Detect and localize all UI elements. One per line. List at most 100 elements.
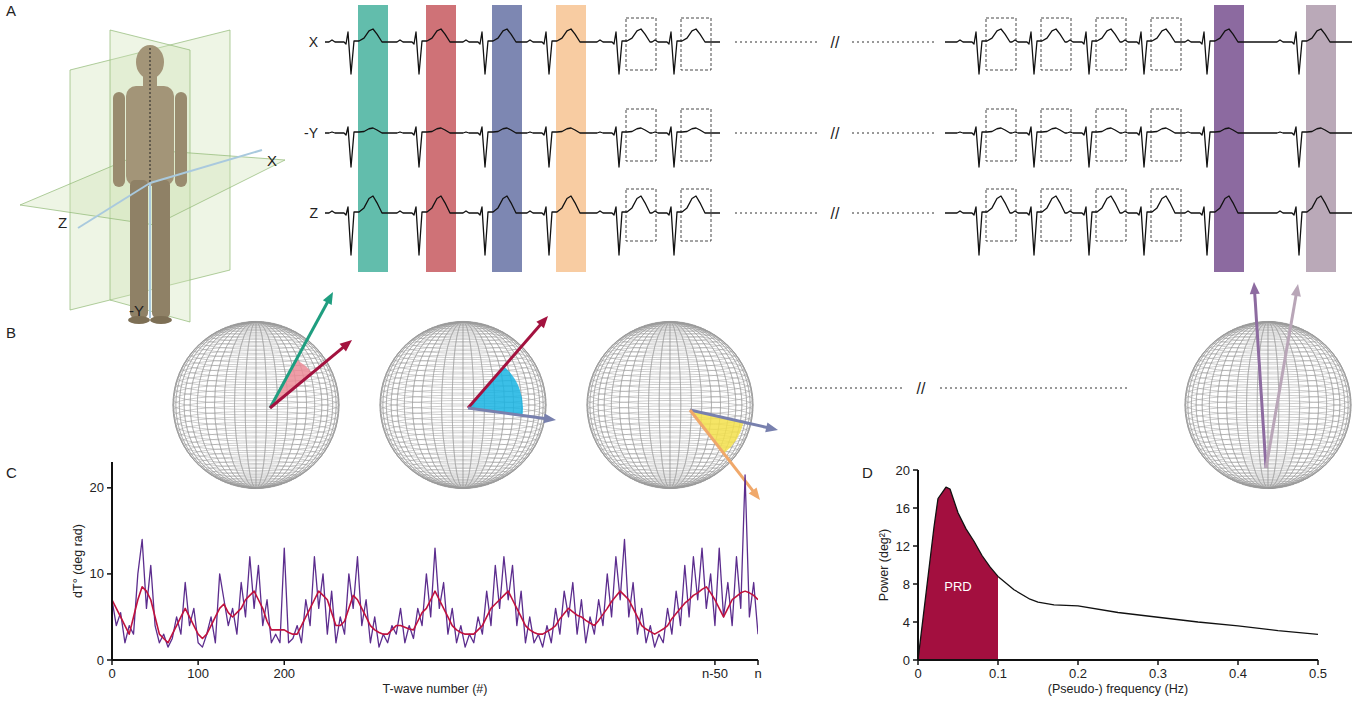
y-tick (913, 507, 918, 509)
sphere-longitude (391, 322, 535, 488)
vector-shaft (468, 408, 546, 419)
x-tick-label: n-50 (702, 666, 728, 681)
vector-head (1250, 282, 1260, 294)
axis-y (149, 183, 151, 318)
x-tick-label: 0.2 (1069, 666, 1087, 681)
sphere-longitude (184, 322, 328, 488)
sphere-longitude (397, 322, 529, 488)
sphere-longitude (224, 322, 288, 488)
break-mark: // (831, 205, 840, 222)
x-axis-title: T-wave number (#) (383, 682, 488, 696)
break-dots (790, 388, 902, 389)
sphere-longitude (670, 322, 671, 488)
sphere-longitude (383, 322, 543, 488)
ecg-trace (945, 196, 1352, 255)
panel-letter: C (6, 464, 17, 481)
ecg-trace (945, 29, 1352, 74)
x-tick-label: n (754, 666, 761, 681)
sphere-longitude (391, 322, 535, 488)
sphere-longitude (588, 322, 753, 488)
lead-label: X (309, 34, 319, 50)
break-mark: // (917, 380, 926, 397)
y-tick (107, 573, 112, 575)
break-dots (940, 388, 1130, 389)
annotation-label: PRD (944, 579, 971, 594)
vector-head (536, 316, 548, 328)
y-tick (913, 621, 918, 623)
y-tick-label: 20 (896, 463, 910, 478)
x-tick-label: 0 (108, 666, 115, 681)
sphere-longitude (383, 322, 543, 488)
ecg-trace (325, 29, 720, 74)
break-dots (852, 42, 935, 43)
t-wave-box (681, 18, 711, 70)
ecg-trace (325, 196, 720, 255)
panel-letter: B (6, 324, 16, 341)
sphere-longitude (245, 322, 267, 488)
sphere-longitude (197, 322, 314, 488)
chart: PRD04812162000.10.20.30.40.5(Pseudo-) fr… (877, 463, 1327, 697)
y-tick-label: 0 (97, 653, 104, 668)
vector-head (323, 292, 333, 305)
data-line (112, 475, 758, 647)
x-tick-label: 0.5 (1309, 666, 1327, 681)
panel-letter: D (862, 464, 873, 481)
sphere-longitude (215, 322, 298, 488)
sphere-longitude (611, 322, 728, 488)
break-dots (852, 133, 935, 134)
sphere-longitude (179, 322, 332, 488)
sphere-longitude (224, 322, 288, 488)
t-wave-box (1041, 109, 1071, 161)
x-tick (111, 660, 113, 665)
vector-head (765, 422, 778, 432)
data-line (112, 587, 758, 643)
t-wave-box (1151, 109, 1181, 161)
sphere-longitude (598, 322, 742, 488)
y-tick-label: 16 (896, 501, 910, 516)
sphere-longitude (598, 322, 742, 488)
y-axis-line (111, 462, 113, 660)
axis-label: Z (58, 214, 67, 231)
anatomical-plane (110, 30, 190, 322)
break-dots (735, 213, 818, 214)
break-mark: // (831, 125, 840, 142)
break-mark: // (831, 34, 840, 51)
plot-area (918, 487, 1318, 660)
x-tick (284, 660, 286, 665)
y-tick (913, 545, 918, 547)
y-tick (913, 469, 918, 471)
t-wave-box (1096, 18, 1126, 70)
x-tick (1237, 660, 1239, 665)
x-tick-label: 0.1 (989, 666, 1007, 681)
x-axis-line (918, 659, 1318, 661)
vector-shaft (1255, 292, 1266, 468)
t-wave-box (1151, 18, 1181, 70)
sphere-longitude (176, 322, 336, 488)
t-wave-window (426, 5, 456, 272)
break-dots (852, 213, 935, 214)
body-leg (130, 180, 148, 318)
break-dots (735, 133, 818, 134)
t-wave-window (1306, 5, 1336, 272)
y-axis-title: Power (deg²) (877, 529, 891, 601)
x-tick (197, 660, 199, 665)
t-wave-box (626, 109, 656, 161)
x-tick-label: 0 (914, 666, 921, 681)
t-wave-window (492, 5, 522, 272)
sphere-longitude (593, 322, 746, 488)
ecg-trace (945, 127, 1352, 167)
t-wave-box (626, 18, 656, 70)
sphere-longitude (386, 322, 539, 488)
axis-z (78, 183, 150, 228)
y-tick (913, 583, 918, 585)
sphere (587, 321, 778, 500)
chart: 010200100200n-50nT-wave number (#)dT° (d… (71, 462, 762, 696)
data-line (918, 487, 1318, 660)
sphere-longitude (604, 322, 736, 488)
axis-label: X (267, 152, 277, 169)
sphere (380, 316, 556, 489)
body-midline (150, 48, 151, 183)
sphere-longitude (649, 322, 692, 488)
vector-shaft (270, 300, 328, 408)
sphere-longitude (174, 322, 339, 488)
